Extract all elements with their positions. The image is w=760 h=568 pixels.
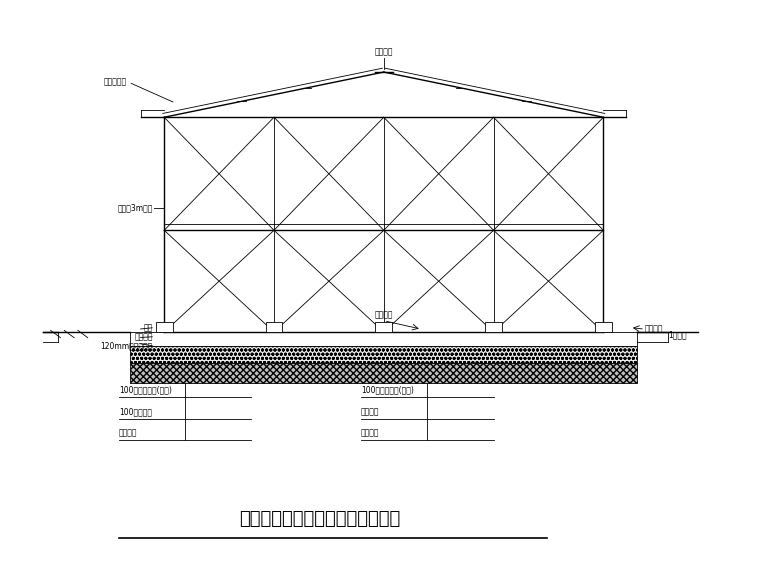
Bar	[130, 332, 638, 346]
Bar	[130, 346, 638, 363]
Text: 屋脊拼缝: 屋脊拼缝	[375, 47, 393, 56]
Text: 地面硬化、活动板房基础做法大样: 地面硬化、活动板房基础做法大样	[239, 509, 400, 528]
Text: 地脚螺栓: 地脚螺栓	[375, 311, 393, 320]
Text: 撑风柱3m一道: 撑风柱3m一道	[118, 203, 153, 212]
Text: 夯实基础: 夯实基础	[361, 407, 379, 416]
Text: 地脚: 地脚	[144, 323, 153, 332]
Text: 1级坡平: 1级坡平	[668, 331, 686, 339]
Bar	[595, 322, 612, 332]
Text: 地坪做法: 地坪做法	[361, 429, 379, 438]
Text: 地坪做法: 地坪做法	[119, 429, 138, 438]
Text: 地面做法: 地面做法	[135, 332, 153, 341]
Bar	[485, 322, 502, 332]
Text: 钢管、加柱: 钢管、加柱	[103, 78, 126, 87]
Text: 地脚螺栓: 地脚螺栓	[645, 325, 663, 334]
Text: 100厚石屑铺设(拍实): 100厚石屑铺设(拍实)	[361, 386, 414, 395]
Bar	[130, 363, 638, 383]
Text: 100厚碎石层: 100厚碎石层	[119, 407, 152, 416]
Text: 120mm厚碎石垫层: 120mm厚碎石垫层	[100, 342, 153, 350]
Bar	[266, 322, 282, 332]
Bar	[375, 322, 392, 332]
Bar	[156, 322, 173, 332]
Text: 100厚石屑垫层(拍实): 100厚石屑垫层(拍实)	[119, 386, 172, 395]
